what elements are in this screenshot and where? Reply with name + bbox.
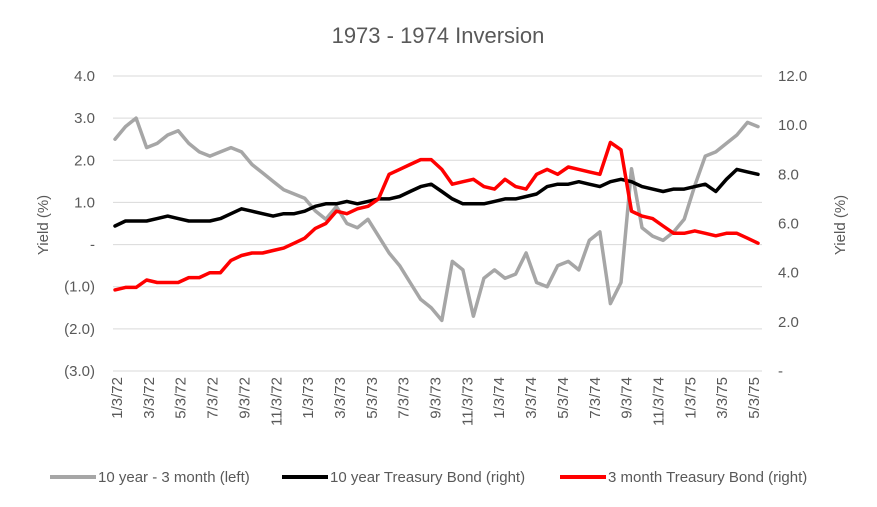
right-y-ticks: 12.0 10.0 8.0 6.0 4.0 2.0 - xyxy=(778,68,807,380)
y-axis-label-right: Yield (%) xyxy=(832,195,849,255)
x-tick: 5/3/72 xyxy=(173,377,190,419)
x-tick: 1/3/74 xyxy=(491,377,508,419)
x-tick: 3/3/72 xyxy=(141,377,158,419)
x-tick: 9/3/74 xyxy=(619,377,636,419)
y-tick-right: 2.0 xyxy=(778,314,799,331)
x-tick: 7/3/72 xyxy=(205,377,222,419)
x-tick: 1/3/72 xyxy=(109,377,126,419)
y-tick-left: 4.0 xyxy=(74,68,95,85)
x-tick: 1/3/75 xyxy=(682,377,699,419)
chart-title: 1973 - 1974 Inversion xyxy=(332,23,545,48)
series-line-3 xyxy=(113,140,760,292)
series-line-2 xyxy=(113,167,760,228)
y-tick-right: 12.0 xyxy=(778,68,807,85)
y-tick-right: 4.0 xyxy=(778,265,799,282)
left-y-ticks: 4.0 3.0 2.0 1.0 - (1.0) (2.0) (3.0) xyxy=(64,68,95,380)
x-tick: 9/3/73 xyxy=(428,377,445,419)
x-tick: 9/3/72 xyxy=(236,377,253,419)
x-tick: 3/3/73 xyxy=(332,377,349,419)
y-tick-right: - xyxy=(778,363,783,380)
x-tick: 3/3/75 xyxy=(714,377,731,419)
legend-label: 10 year - 3 month (left) xyxy=(98,469,250,486)
x-tick: 3/3/74 xyxy=(523,377,540,419)
legend: 10 year - 3 month (left) 10 year Treasury… xyxy=(50,469,807,486)
y-tick-right: 10.0 xyxy=(778,117,807,134)
legend-label: 3 month Treasury Bond (right) xyxy=(608,469,807,486)
y-tick-right: 6.0 xyxy=(778,216,799,233)
x-tick: 11/3/73 xyxy=(459,377,476,426)
grid xyxy=(113,75,762,372)
y-tick-right: 8.0 xyxy=(778,166,799,183)
y-tick-left: (2.0) xyxy=(64,321,95,338)
series-line-1 xyxy=(113,116,760,323)
y-tick-left: 1.0 xyxy=(74,194,95,211)
x-tick: 5/3/75 xyxy=(746,377,763,419)
x-tick: 11/3/74 xyxy=(650,377,667,426)
y-tick-left: 2.0 xyxy=(74,152,95,169)
x-ticks: 1/3/72 3/3/72 5/3/72 7/3/72 9/3/72 11/3/72 1/3… xyxy=(109,377,763,426)
x-tick: 7/3/73 xyxy=(396,377,413,419)
x-tick: 11/3/72 xyxy=(268,377,285,426)
series-group xyxy=(113,116,760,323)
x-tick: 5/3/74 xyxy=(555,377,572,419)
y-tick-left: 3.0 xyxy=(74,110,95,127)
y-tick-left: (1.0) xyxy=(64,279,95,296)
y-tick-left: (3.0) xyxy=(64,363,95,380)
y-axis-label-left: Yield (%) xyxy=(35,195,52,255)
x-tick: 7/3/74 xyxy=(587,377,604,419)
y-tick-left: - xyxy=(90,237,95,254)
legend-label: 10 year Treasury Bond (right) xyxy=(330,469,525,486)
x-tick: 5/3/73 xyxy=(364,377,381,419)
x-tick: 1/3/73 xyxy=(300,377,317,419)
